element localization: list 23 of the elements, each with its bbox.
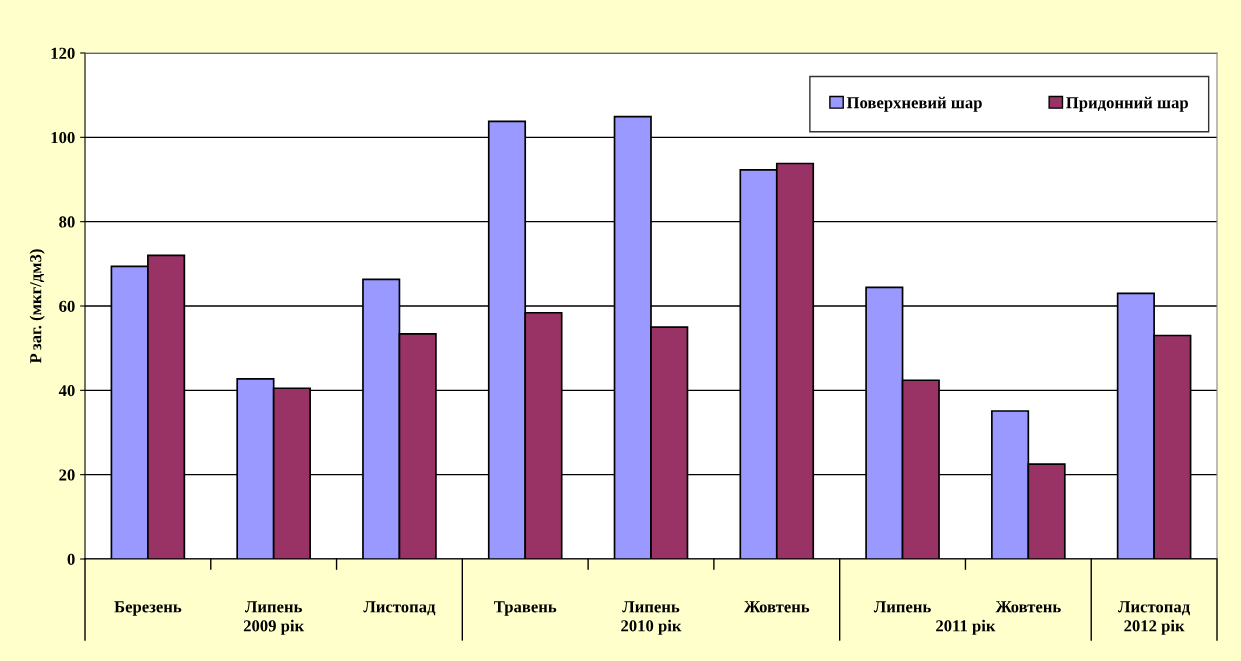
y-tick-label: 100: [51, 132, 75, 144]
x-tick-label: Липень: [873, 601, 931, 613]
text: 2012 рік: [1124, 619, 1185, 635]
legend-label: Придонний шар: [1066, 96, 1188, 112]
y-tick-label: 80: [59, 216, 75, 228]
text: 2011 рік: [936, 619, 996, 635]
y-axis-title: P заг. (мкг/дм3): [29, 249, 45, 364]
x-tick-label: Травень: [494, 601, 557, 616]
x-tick-label: Листопад: [363, 601, 436, 616]
x-tick-label: Березень: [114, 601, 182, 616]
text: 2009 рік: [243, 619, 305, 635]
y-tick-label: 60: [59, 300, 75, 312]
x-tick-label: Листопад: [1118, 601, 1190, 616]
y-tick-label: 40: [58, 385, 75, 397]
y-tick-label: 20: [59, 469, 75, 481]
x-tick-label: Липень: [244, 601, 302, 613]
x-tick-label: Липень: [622, 601, 680, 613]
text: 2010 рік: [621, 619, 682, 635]
y-tick-label: 0: [67, 553, 75, 565]
y-tick-label: 120: [51, 47, 75, 59]
x-tick-label: Жовтень: [743, 601, 810, 613]
x-tick-label: Жовтень: [995, 601, 1061, 613]
legend-label: Поверхневий шар: [846, 96, 982, 112]
